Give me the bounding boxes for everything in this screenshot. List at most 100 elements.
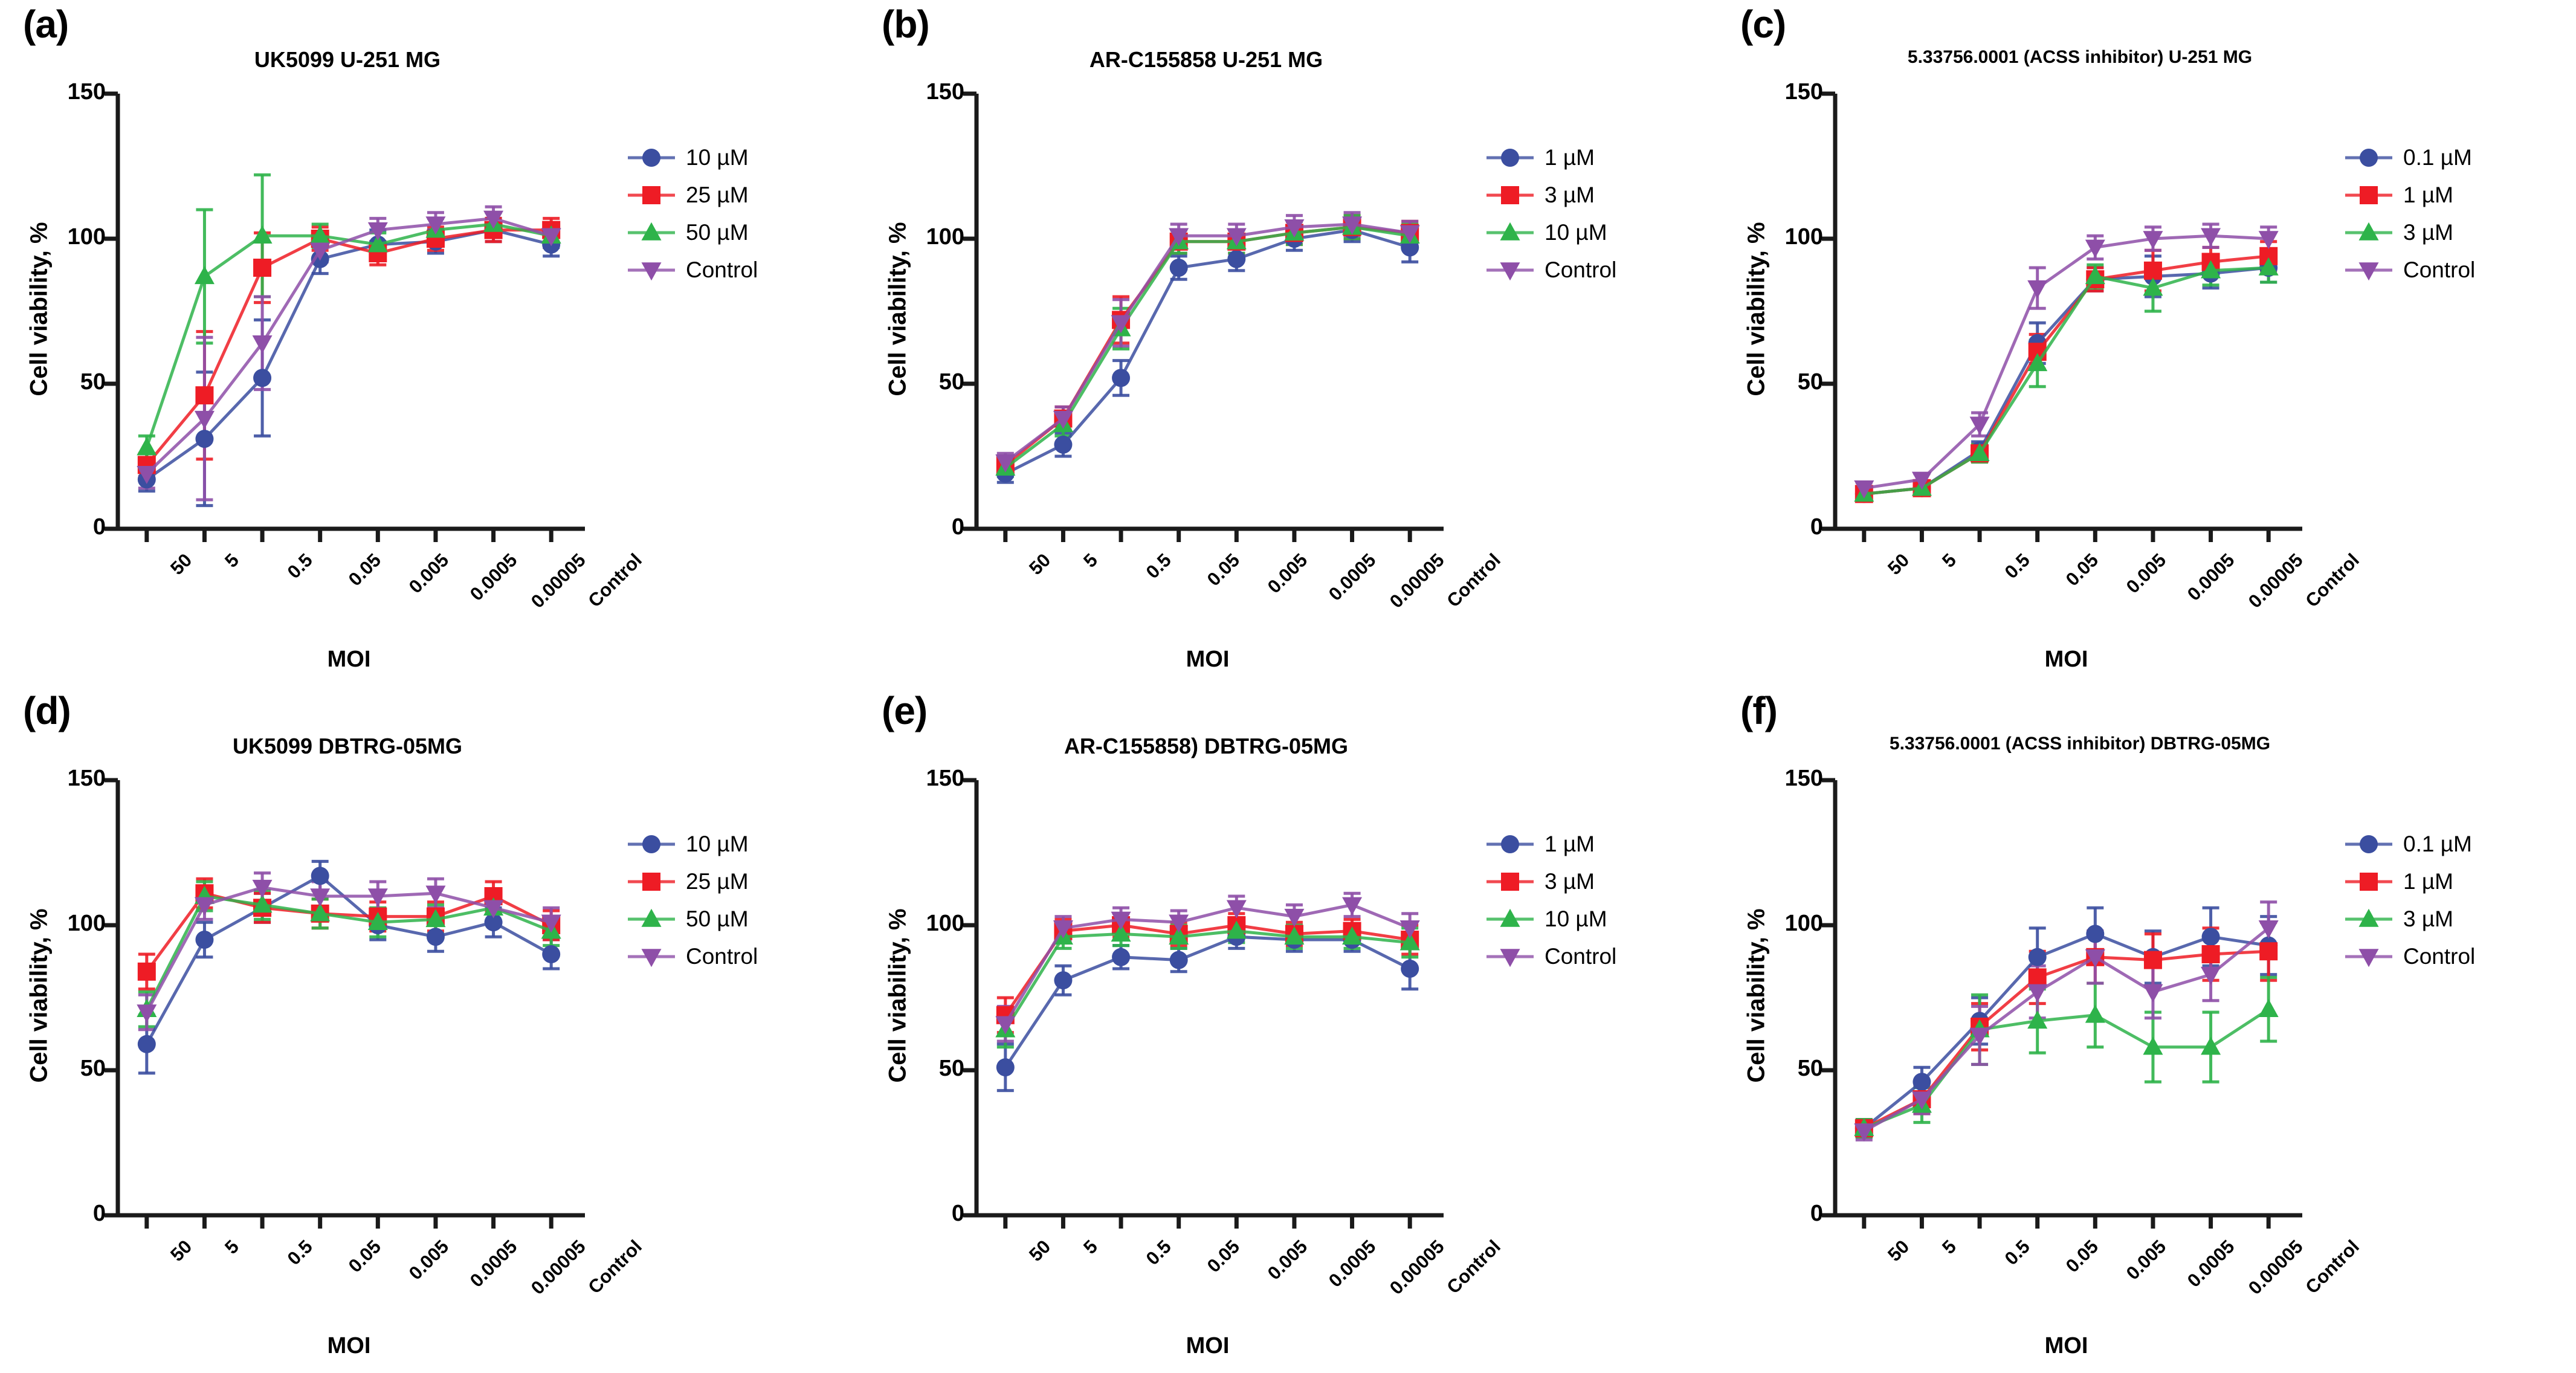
legend: 1 µM 3 µM 10 µM Control [1484, 139, 1683, 289]
legend-label: 3 µM [2403, 220, 2453, 245]
panel-title: AR-C155858 U-251 MG [1089, 47, 1323, 72]
y-axis-label: Cell viability, % [884, 908, 911, 1083]
y-tick-label: 0 [951, 1201, 964, 1226]
legend-label: 25 µM [686, 183, 749, 207]
legend-item[interactable]: 50 µM [625, 214, 825, 251]
legend-item[interactable]: 10 µM [625, 139, 825, 176]
legend-marker-circle-icon [625, 146, 677, 170]
series-Control [137, 879, 561, 1023]
legend-marker-triangle-icon [625, 907, 677, 931]
legend: 10 µM 25 µM 50 µM Control [625, 139, 825, 289]
series-Control [995, 897, 1420, 1035]
legend-label: 10 µM [686, 832, 749, 856]
panel-title: UK5099 U-251 MG [254, 47, 441, 72]
legend-item[interactable]: 1 µM [2343, 863, 2542, 900]
legend-label: 1 µM [2403, 869, 2453, 894]
legend-item[interactable]: 1 µM [2343, 176, 2542, 214]
panel-d: (d) UK5099 DBTRG-05MG 150 100 50 0 Cell viabil… [0, 686, 858, 1373]
legend-item[interactable]: 10 µM [625, 825, 825, 863]
legend-label: 0.1 µM [2403, 832, 2472, 856]
x-axis-label: MOI [1186, 647, 1230, 672]
y-tick-label: 100 [67, 224, 106, 250]
legend-marker-triangle-icon [625, 221, 677, 245]
legend-marker-triangle-icon [2343, 221, 2395, 245]
legend-label: 1 µM [2403, 183, 2453, 207]
y-tick-label: 50 [938, 369, 964, 395]
legend-item[interactable]: 1 µM [1484, 825, 1683, 863]
error-bars-10-µM [138, 216, 560, 508]
plot-area [105, 91, 585, 542]
legend-label: 3 µM [2403, 906, 2453, 931]
series-Control [1854, 920, 2279, 1142]
legend-marker-triangle-down-icon [625, 945, 677, 969]
legend-label: 10 µM [1545, 220, 1607, 245]
legend-item[interactable]: 3 µM [2343, 214, 2542, 251]
series-Control [995, 216, 1420, 473]
legend-item[interactable]: 3 µM [1484, 176, 1683, 214]
legend-label: 0.1 µM [2403, 145, 2472, 170]
legend-item[interactable]: 0.1 µM [2343, 825, 2542, 863]
legend-item[interactable]: 10 µM [1484, 900, 1683, 938]
legend-item[interactable]: 3 µM [2343, 900, 2542, 938]
legend-item[interactable]: 25 µM [625, 863, 825, 900]
legend-marker-triangle-icon [1484, 221, 1536, 245]
legend-marker-square-icon [1484, 870, 1536, 894]
legend-item[interactable]: 10 µM [1484, 214, 1683, 251]
y-tick-label: 100 [67, 911, 106, 936]
y-tick-label: 0 [92, 1201, 106, 1226]
legend: 0.1 µM 1 µM 3 µM Control [2343, 139, 2542, 289]
y-axis-label: Cell viability, % [25, 908, 53, 1083]
legend-label: Control [1545, 944, 1617, 969]
panel-c: (c) 5.33756.0001 (ACSS inhibitor) U-251 M… [1717, 0, 2575, 686]
legend-marker-square-icon [2343, 183, 2395, 207]
legend-marker-square-icon [625, 183, 677, 207]
y-tick-label: 50 [80, 369, 106, 395]
legend-item[interactable]: 25 µM [625, 176, 825, 214]
y-tick-label: 100 [926, 911, 964, 936]
legend-item[interactable]: Control [625, 251, 825, 289]
legend-marker-triangle-down-icon [625, 258, 677, 282]
legend-label: Control [686, 257, 758, 282]
legend: 0.1 µM 1 µM 3 µM Control [2343, 825, 2542, 975]
series-10-µM [137, 221, 561, 489]
legend-item[interactable]: Control [2343, 938, 2542, 975]
plot-area [963, 91, 1444, 542]
plot-area [1822, 91, 2302, 542]
legend-marker-circle-icon [1484, 146, 1536, 170]
panel-letter: (a) [23, 2, 69, 46]
legend-label: 50 µM [686, 906, 749, 931]
y-axis-label: Cell viability, % [1743, 908, 1770, 1083]
y-axis-label: Cell viability, % [25, 222, 53, 396]
legend-marker-circle-icon [2343, 146, 2395, 170]
y-tick-label: 0 [1810, 1201, 1823, 1226]
y-tick-label: 50 [938, 1056, 964, 1081]
plot-area [1822, 778, 2302, 1229]
legend-label: 1 µM [1545, 145, 1595, 170]
panel-letter: (c) [1740, 2, 1786, 46]
legend-marker-triangle-down-icon [1484, 258, 1536, 282]
y-tick-label: 50 [1797, 369, 1823, 395]
x-axis-label: MOI [2044, 1333, 2088, 1358]
series-3-µM [1854, 257, 2279, 502]
plot-area [963, 778, 1444, 1229]
plot-area [105, 778, 585, 1229]
legend-marker-triangle-down-icon [2343, 258, 2395, 282]
error-bars-3-µM [1855, 251, 2277, 502]
y-tick-label: 150 [1784, 79, 1823, 105]
y-tick-label: 50 [80, 1056, 106, 1081]
legend-item[interactable]: 1 µM [1484, 139, 1683, 176]
legend-item[interactable]: Control [2343, 251, 2542, 289]
y-tick-label: 50 [1797, 1056, 1823, 1081]
series-0.1-µM [1855, 259, 2278, 503]
legend-item[interactable]: Control [1484, 938, 1683, 975]
y-tick-label: 150 [67, 766, 106, 791]
legend-item[interactable]: 3 µM [1484, 863, 1683, 900]
legend-marker-square-icon [1484, 183, 1536, 207]
legend-marker-circle-icon [1484, 832, 1536, 856]
legend-item[interactable]: 50 µM [625, 900, 825, 938]
legend-marker-circle-icon [625, 832, 677, 856]
legend-item[interactable]: Control [1484, 251, 1683, 289]
legend-item[interactable]: 0.1 µM [2343, 139, 2542, 176]
legend-item[interactable]: Control [625, 938, 825, 975]
